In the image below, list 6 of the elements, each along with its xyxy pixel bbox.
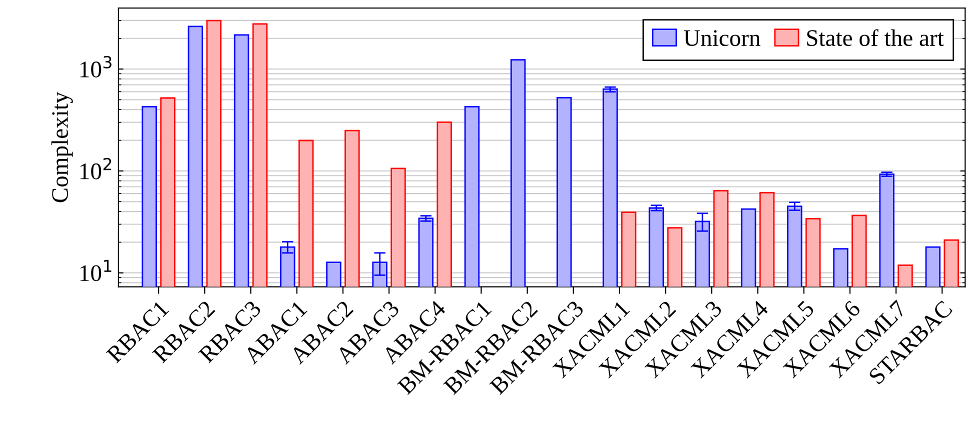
y-tick-label: 10$^{1}$: [80, 260, 112, 282]
y-tick-label: 10$^{2}$: [80, 158, 112, 180]
legend-label: State of the art: [807, 29, 944, 46]
y-tick-label: 10$^{3}$: [80, 56, 112, 78]
legend-label: Unicorn: [684, 30, 760, 46]
y-axis-title: Complexity: [51, 92, 73, 202]
